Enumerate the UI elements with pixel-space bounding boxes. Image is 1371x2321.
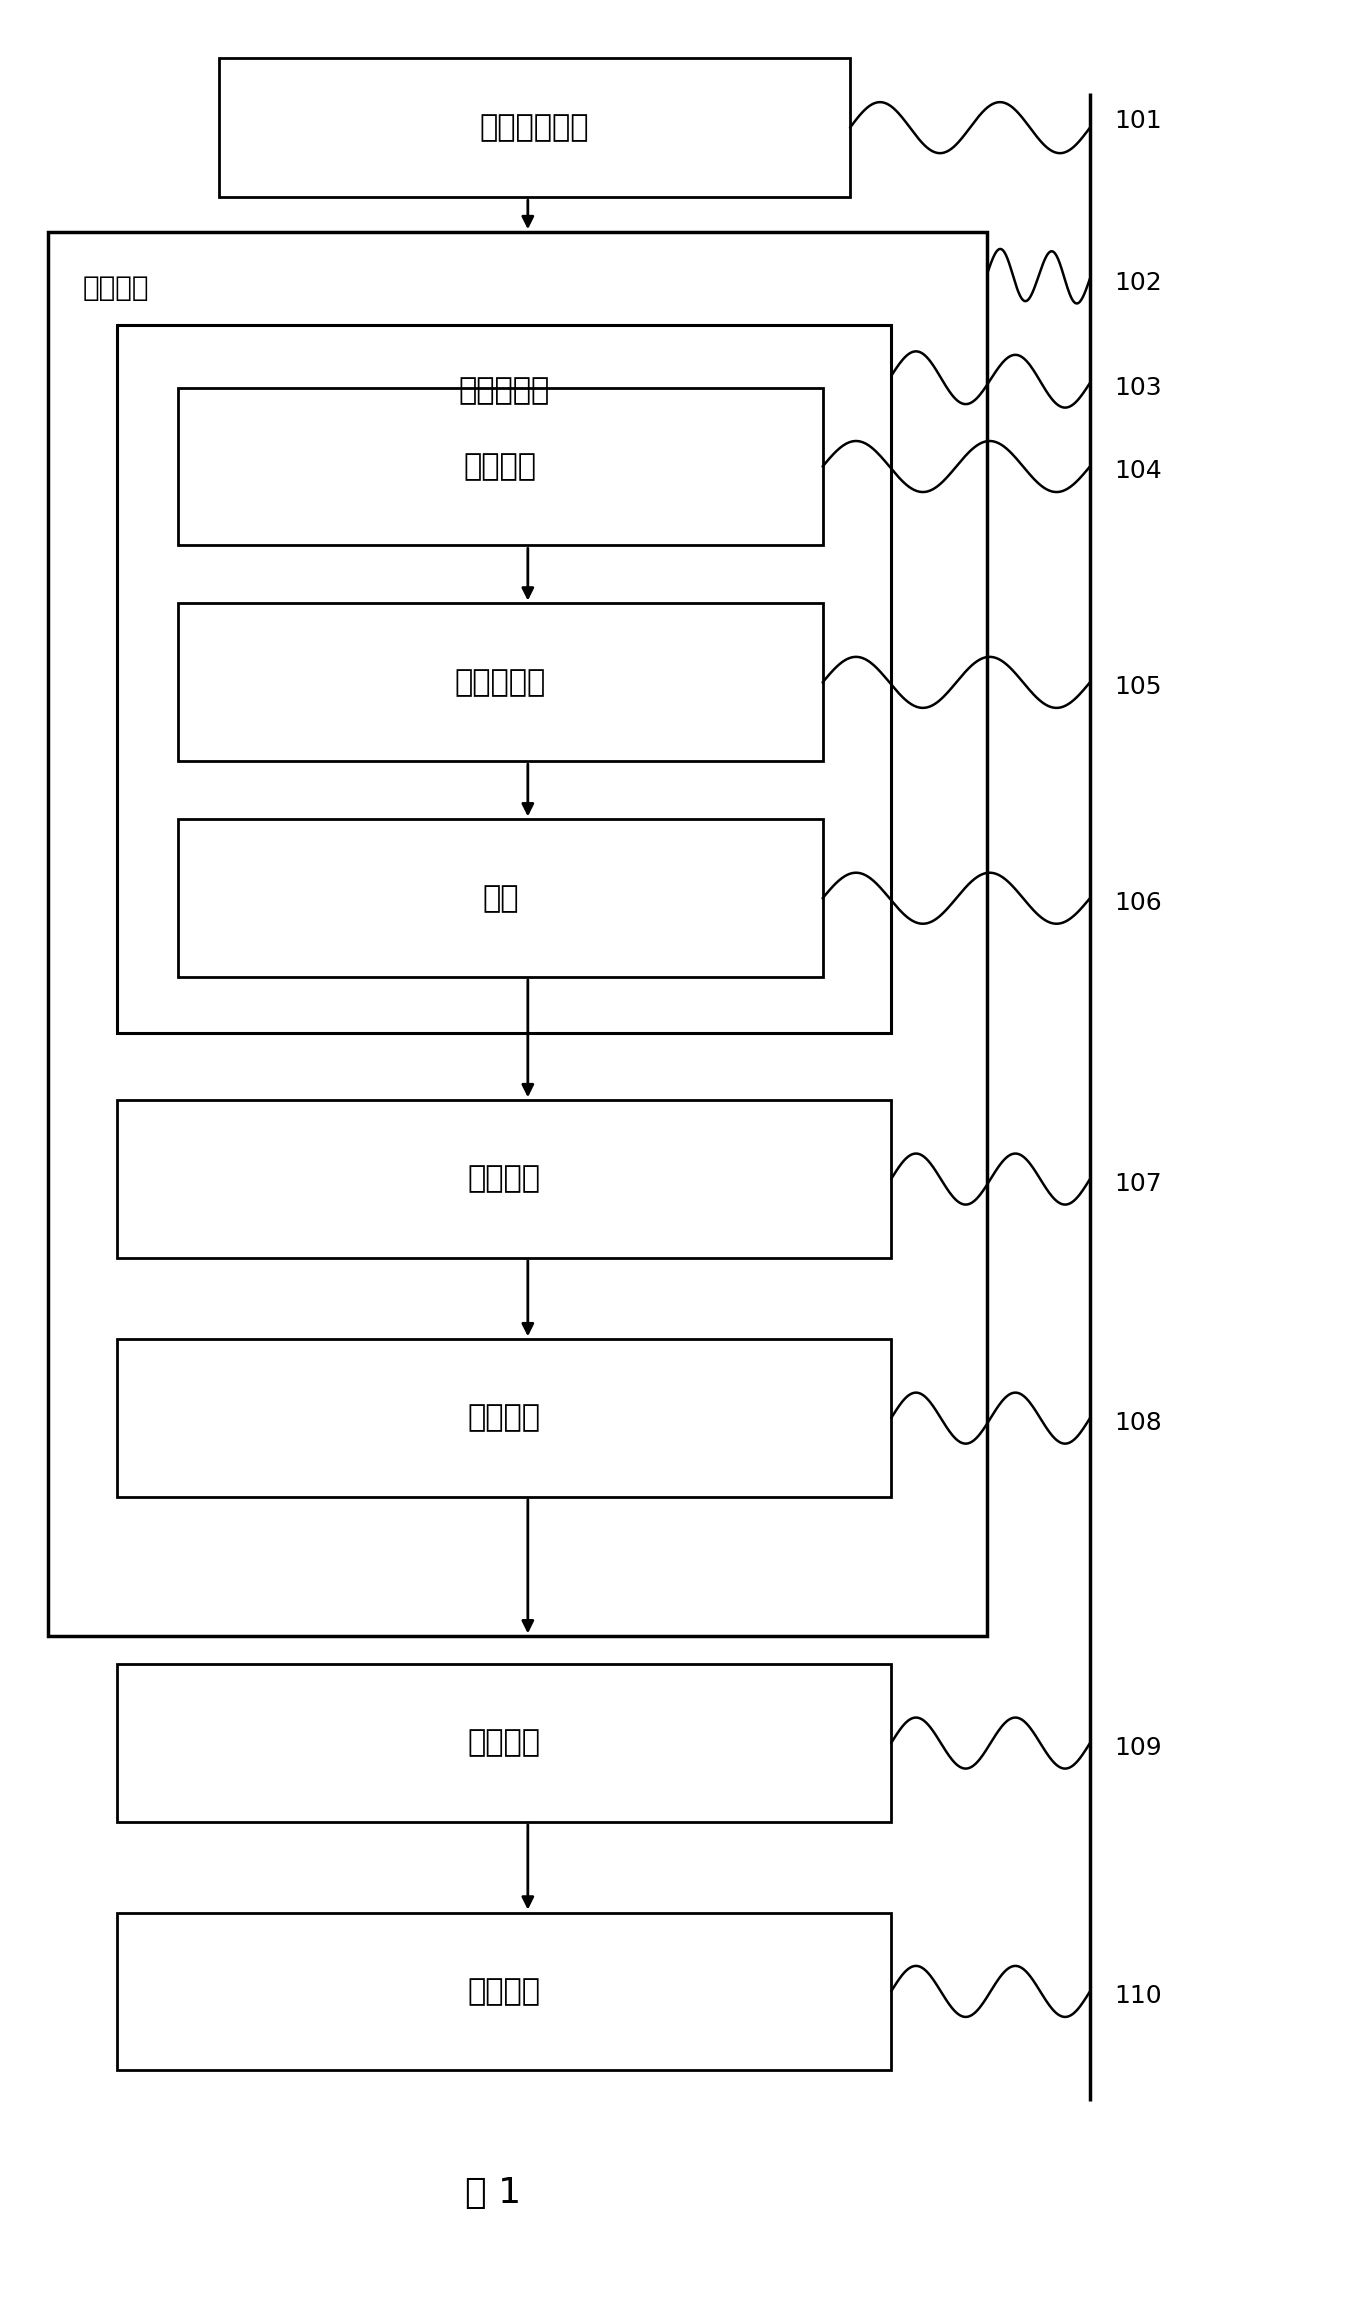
Text: 110: 110 xyxy=(1115,1984,1163,2008)
Text: 最初分割: 最初分割 xyxy=(463,453,537,480)
FancyBboxPatch shape xyxy=(48,232,987,1636)
FancyBboxPatch shape xyxy=(117,1339,891,1497)
Text: 103: 103 xyxy=(1115,376,1163,399)
FancyBboxPatch shape xyxy=(117,1664,891,1822)
Text: 107: 107 xyxy=(1115,1172,1163,1195)
FancyBboxPatch shape xyxy=(219,58,850,197)
FancyBboxPatch shape xyxy=(117,1913,891,2070)
Text: 编辑测量: 编辑测量 xyxy=(468,1729,540,1757)
Text: 验证测量: 验证测量 xyxy=(468,1977,540,2005)
Text: 图 1: 图 1 xyxy=(466,2177,521,2210)
Text: 101: 101 xyxy=(1115,109,1163,132)
Text: 自动测量: 自动测量 xyxy=(82,274,149,302)
Text: 109: 109 xyxy=(1115,1736,1163,1759)
Text: 102: 102 xyxy=(1115,272,1163,295)
FancyBboxPatch shape xyxy=(178,388,823,545)
Text: 定义知识结构: 定义知识结构 xyxy=(480,114,590,142)
FancyBboxPatch shape xyxy=(178,819,823,977)
Text: 中心线提取: 中心线提取 xyxy=(455,668,546,696)
FancyBboxPatch shape xyxy=(117,1100,891,1258)
Text: 106: 106 xyxy=(1115,891,1163,914)
Text: 椭圆映射: 椭圆映射 xyxy=(468,1165,540,1193)
Text: 108: 108 xyxy=(1115,1411,1163,1434)
FancyBboxPatch shape xyxy=(117,325,891,1033)
FancyBboxPatch shape xyxy=(178,603,823,761)
Text: 模板映射: 模板映射 xyxy=(468,1404,540,1432)
Text: 平滑: 平滑 xyxy=(483,884,518,912)
Text: 104: 104 xyxy=(1115,460,1163,483)
Text: 105: 105 xyxy=(1115,675,1163,699)
Text: 中心线提取: 中心线提取 xyxy=(458,376,550,404)
